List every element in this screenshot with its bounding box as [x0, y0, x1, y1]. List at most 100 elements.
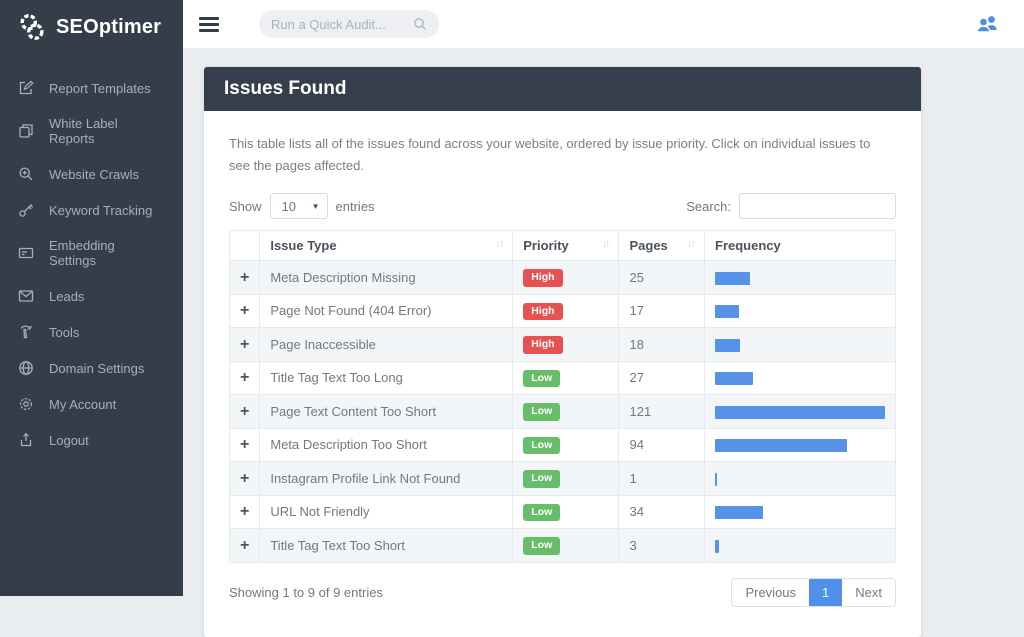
pages-cell: 18 — [618, 327, 705, 362]
priority-badge: Low — [523, 503, 561, 522]
frequency-bar — [715, 305, 739, 319]
column-header-pages[interactable]: ↓↑ Pages — [618, 230, 705, 262]
table-row[interactable]: + Page Text Content Too Short Low 121 — [228, 394, 896, 429]
table-row[interactable]: + Instagram Profile Link Not Found Low 1 — [228, 461, 896, 496]
table-row[interactable]: + Title Tag Text Too Long Low 27 — [228, 360, 896, 396]
frequency-bar — [715, 271, 750, 285]
sidebar-item-label: Keyword Tracking — [49, 202, 153, 218]
frequency-bar — [715, 338, 740, 352]
sort-icon[interactable]: ↓↑ — [495, 238, 504, 251]
sidebar-item-label: White Label Reports — [49, 116, 118, 146]
pages-cell: 121 — [618, 394, 705, 429]
priority-badge: High — [523, 336, 563, 354]
logo-text: SEOptimer — [56, 15, 162, 38]
panel-description: This table lists all of the issues found… — [229, 136, 871, 174]
expand-row-button[interactable]: + — [240, 302, 250, 320]
sort-icon[interactable]: ↓↑ — [601, 238, 610, 251]
issue-type-cell[interactable]: Page Text Content Too Short — [259, 394, 514, 429]
frequency-bar — [715, 439, 847, 453]
tools-icon — [18, 324, 34, 340]
keyword-tracking-icon — [18, 202, 34, 218]
table-search-label: Search: — [686, 198, 731, 214]
expand-row-button[interactable]: + — [240, 335, 250, 353]
sidebar-item-label: Domain Settings — [49, 360, 145, 376]
previous-page-button[interactable]: Previous — [745, 584, 797, 600]
sidebar-item-website-crawls[interactable]: Website Crawls — [0, 156, 183, 192]
sidebar-item-label: Website Crawls — [49, 166, 140, 182]
expand-row-button[interactable]: + — [240, 469, 250, 487]
sidebar-item-logout[interactable]: Logout — [0, 422, 183, 458]
sidebar-item-my-account[interactable]: My Account — [0, 386, 183, 422]
issues-table: ↓↑ Issue Type ↓↑ Priority ↓↑ Pages Frequency +… — [228, 230, 896, 563]
table-row[interactable]: + Page Not Found (404 Error) High 17 — [228, 293, 896, 329]
expand-row-button[interactable]: + — [240, 436, 250, 454]
issue-type-cell[interactable]: Instagram Profile Link Not Found — [259, 461, 514, 496]
sidebar-item-label: My Account — [49, 396, 117, 412]
hamburger-menu-icon[interactable] — [199, 16, 219, 32]
seoptimer-gear-logo-icon — [17, 12, 47, 42]
issue-type-cell[interactable]: Page Not Found (404 Error) — [259, 293, 514, 329]
issue-type-cell[interactable]: URL Not Friendly — [259, 494, 514, 530]
users-icon[interactable] — [974, 14, 1000, 34]
sidebar-item-label: Logout — [49, 432, 89, 448]
priority-badge: Low — [523, 436, 561, 455]
expand-row-button[interactable]: + — [240, 268, 250, 286]
pages-cell: 34 — [618, 494, 705, 530]
panel-title: Issues Found — [224, 78, 347, 99]
issue-type-cell[interactable]: Title Tag Text Too Long — [259, 360, 514, 396]
issues-table-header-row: ↓↑ Issue Type ↓↑ Priority ↓↑ Pages Frequency — [228, 230, 896, 262]
sidebar-item-leads[interactable]: Leads — [0, 278, 183, 314]
sidebar-item-keyword-tracking[interactable]: Keyword Tracking — [0, 192, 183, 228]
panel-header: Issues Found — [204, 67, 921, 111]
embedding-settings-icon — [18, 245, 34, 261]
issue-type-cell[interactable]: Meta Description Too Short — [259, 427, 514, 463]
quick-audit-search[interactable] — [259, 10, 439, 38]
my-account-icon — [18, 396, 34, 412]
pages-cell: 25 — [618, 260, 705, 295]
sidebar-item-domain-settings[interactable]: Domain Settings — [0, 350, 183, 386]
expand-row-button[interactable]: + — [240, 503, 250, 521]
table-row[interactable]: + Meta Description Missing High 25 — [228, 260, 896, 295]
expand-row-button[interactable]: + — [240, 402, 250, 420]
column-header-expand — [228, 230, 261, 262]
page-1-button[interactable]: 1 — [809, 578, 843, 606]
page-length-select[interactable]: 10 ▼ — [269, 193, 328, 220]
table-search-input[interactable] — [739, 193, 896, 220]
issues-table-body: + Meta Description Missing High 25 + Page Not… — [228, 260, 896, 563]
pages-cell: 1 — [618, 461, 705, 496]
frequency-bar — [715, 372, 753, 386]
priority-badge: High — [523, 302, 563, 321]
seoptimer-logo[interactable]: SEOptimer — [0, 0, 183, 52]
show-label: Show — [229, 198, 262, 214]
table-row[interactable]: + Title Tag Text Too Short Low 3 — [228, 528, 896, 563]
sidebar-item-embedding-settings[interactable]: Embedding Settings — [0, 228, 183, 278]
sidebar-nav: Report Templates White Label Reports Websi… — [0, 70, 183, 458]
table-row[interactable]: + URL Not Friendly Low 34 — [228, 494, 896, 530]
quick-audit-search-input[interactable] — [271, 16, 413, 32]
main-area: Issues Found This table lists all of the… — [183, 0, 1024, 637]
table-row[interactable]: + Meta Description Too Short Low 94 — [228, 427, 896, 463]
table-row[interactable]: + Page Inaccessible High 18 — [228, 327, 896, 362]
column-header-priority[interactable]: ↓↑ Priority — [512, 230, 620, 262]
sidebar-item-report-templates[interactable]: Report Templates — [0, 70, 183, 106]
entries-label: entries — [335, 198, 375, 214]
expand-row-button[interactable]: + — [240, 536, 250, 554]
expand-row-button[interactable]: + — [240, 369, 250, 387]
issue-type-cell[interactable]: Meta Description Missing — [259, 260, 514, 295]
sidebar-item-tools[interactable]: Tools — [0, 314, 183, 350]
white-label-reports-icon — [18, 123, 34, 139]
sidebar-item-white-label-reports[interactable]: White Label Reports — [0, 106, 183, 156]
priority-badge: Low — [523, 369, 561, 388]
issue-type-cell[interactable]: Title Tag Text Too Short — [259, 528, 514, 563]
logout-icon — [18, 432, 34, 448]
table-summary: Showing 1 to 9 of 9 entries — [229, 584, 383, 600]
report-templates-icon — [18, 80, 34, 96]
sidebar-item-label: Tools — [49, 324, 80, 340]
column-header-issue-type[interactable]: ↓↑ Issue Type — [259, 230, 514, 262]
domain-settings-icon — [18, 360, 34, 376]
pages-cell: 94 — [618, 427, 705, 463]
issue-type-cell[interactable]: Page Inaccessible — [259, 327, 514, 362]
sort-icon[interactable]: ↓↑ — [687, 238, 696, 251]
next-page-button[interactable]: Next — [855, 584, 882, 600]
content-area: Issues Found This table lists all of the… — [183, 48, 1024, 637]
